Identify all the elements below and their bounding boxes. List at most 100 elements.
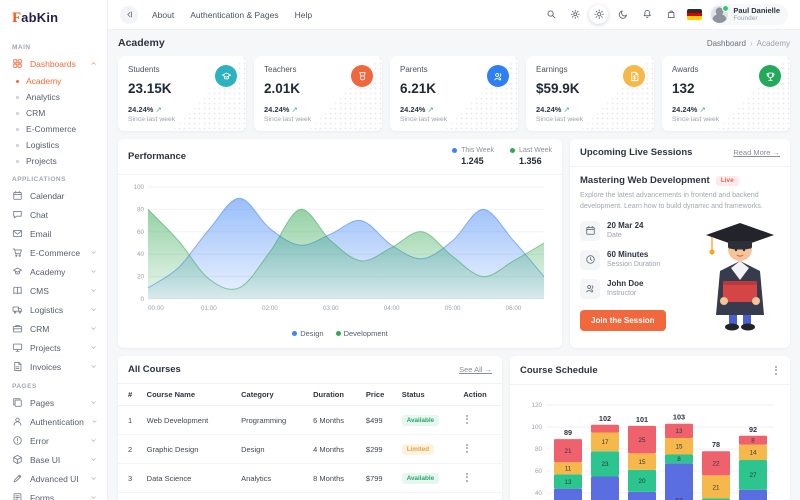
svg-text:04:00: 04:00 [384,305,400,312]
table-row[interactable]: 3 Data Science Analytics 8 Months $799 Availa… [118,463,502,493]
see-all-link[interactable]: See All → [459,365,492,374]
sidebar-item-academy[interactable]: Academy [0,262,107,281]
sidebar-section-label: APPLICATIONS [12,176,66,183]
stat-card-students: Students 23.15K 24.24% ↗ Since last week [118,56,246,131]
book-icon [12,285,23,296]
breadcrumb-current: Academy [756,38,790,48]
live-sessions-title: Upcoming Live Sessions [580,147,693,158]
pages-icon [12,397,23,408]
column-header: # [118,384,143,406]
sidebar-subitem-academy[interactable]: Academy [0,73,107,89]
sidebar-item-projects[interactable]: Projects [0,338,107,357]
svg-text:25: 25 [638,437,646,444]
sidebar-subitem-analytics[interactable]: Analytics [0,89,107,105]
read-more-link[interactable]: Read More → [733,148,780,157]
sidebar-item-pages[interactable]: Pages [0,393,107,412]
sidebar-item-crm[interactable]: CRM [0,319,107,338]
stat-card-parents: Parents 6.21K 24.24% ↗ Since last week [390,56,518,131]
courses-table: # Course Name Category Duration Price Status A… [118,384,502,500]
svg-text:17: 17 [601,439,609,446]
header-nav: About Authentication & Pages Help [152,10,312,20]
page-title: Academy [118,37,165,49]
email-icon [12,228,23,239]
svg-text:02:00: 02:00 [262,305,278,312]
briefcase-icon [12,323,23,334]
settings-icon[interactable] [565,5,584,24]
header-link-about[interactable]: About [152,9,175,20]
row-action-icon[interactable] [463,471,471,483]
search-icon[interactable] [541,5,560,24]
sidebar-item-advanced-ui[interactable]: Advanced UI [0,469,107,488]
sidebar-item-logistics[interactable]: Logistics [0,300,107,319]
svg-text:15: 15 [675,444,683,451]
brand-logo-mark: F [12,10,22,26]
session-details: 20 Mar 24 Date 60 Minutes Session Duration J… [580,220,700,299]
cart-icon [12,247,23,258]
chevron-down-icon [91,418,98,425]
dashboard-icon [12,58,23,69]
row-action-icon[interactable] [463,442,471,454]
svg-text:01:00: 01:00 [201,305,217,312]
session-detail-date: 20 Mar 24 Date [580,220,700,241]
sidebar-subitem-logistics[interactable]: Logistics [0,137,107,153]
language-flag-germany-icon[interactable] [687,9,703,20]
schedule-menu-icon[interactable] [772,364,780,376]
chevron-up-icon [90,60,97,67]
performance-area-chart: 0 20 40 60 80 100 00:00 01:00 02:00 03:00 04:00 05:… [133,184,545,312]
table-row[interactable]: 4Digital MarketingMarketing3 Months$199F… [118,492,502,500]
header-actions: Paul Danielle Founder [541,4,788,25]
sidebar-item-base-ui[interactable]: Base UI [0,450,107,469]
cart-icon[interactable] [661,5,680,24]
sidebar-item-invoices[interactable]: Invoices [0,357,107,376]
sidebar-item-cms[interactable]: CMS [0,281,107,300]
sidebar-item-calendar[interactable]: Calendar [0,186,107,205]
svg-text:60: 60 [137,229,145,236]
sidebar-item-e-commerce[interactable]: E-Commerce [0,243,107,262]
monitor-icon [12,342,23,353]
chevron-down-icon [90,437,97,444]
sidebar-item-error[interactable]: Error [0,431,107,450]
sidebar-item-email[interactable]: Email [0,224,107,243]
svg-text:101: 101 [636,415,648,424]
join-session-button[interactable]: Join the Session [580,309,666,331]
sidebar-item-chat[interactable]: Chat [0,205,107,224]
chevron-down-icon [90,287,97,294]
table-row[interactable]: 2 Graphic Design Design 4 Months $299 Limited [118,434,502,464]
trend-up-icon: ↗ [563,105,570,114]
column-header: Price [361,384,398,406]
sidebar-subitem-e-commerce[interactable]: E-Commerce [0,121,107,137]
chat-icon [12,209,23,220]
user-menu[interactable]: Paul Danielle Founder [709,4,788,25]
column-header: Category [237,384,310,406]
page-content: Academy Dashboard › Academy Students 23.15K… [108,30,800,500]
sidebar-subitem-projects[interactable]: Projects [0,153,107,169]
sidebar-item-dashboards[interactable]: Dashboards [0,54,107,73]
sidebar-collapse-button[interactable] [120,5,138,24]
stat-card-teachers: Teachers 2.01K 24.24% ↗ Since last week [254,56,382,131]
legend-this-week: This Week 1.245 [452,147,494,166]
truck-icon [12,304,23,315]
clock-icon [580,249,600,270]
sidebar-item-authentication[interactable]: Authentication [0,412,107,431]
all-courses-title: All Courses [128,364,181,375]
svg-text:40: 40 [535,490,543,497]
row-action-icon[interactable] [463,413,471,425]
notifications-icon[interactable] [637,5,656,24]
series-legend-development: Development [335,329,388,338]
live-sessions-card: Upcoming Live Sessions Read More → Maste… [570,139,790,348]
svg-text:00:00: 00:00 [148,305,164,312]
light-mode-icon[interactable] [589,5,609,24]
svg-text:0: 0 [140,296,144,303]
sidebar-item-forms[interactable]: Forms [0,488,107,500]
table-row[interactable]: 1 Web Development Programming 6 Months $499 A… [118,405,502,435]
column-header: Action [459,384,502,406]
header-link-authentication-pages[interactable]: Authentication & Pages [190,9,279,20]
header-link-help[interactable]: Help [294,9,313,20]
dark-mode-icon[interactable] [613,5,632,24]
sidebar-subitem-crm[interactable]: CRM [0,105,107,121]
breadcrumb-root[interactable]: Dashboard [706,38,746,48]
svg-text:78: 78 [712,440,720,449]
